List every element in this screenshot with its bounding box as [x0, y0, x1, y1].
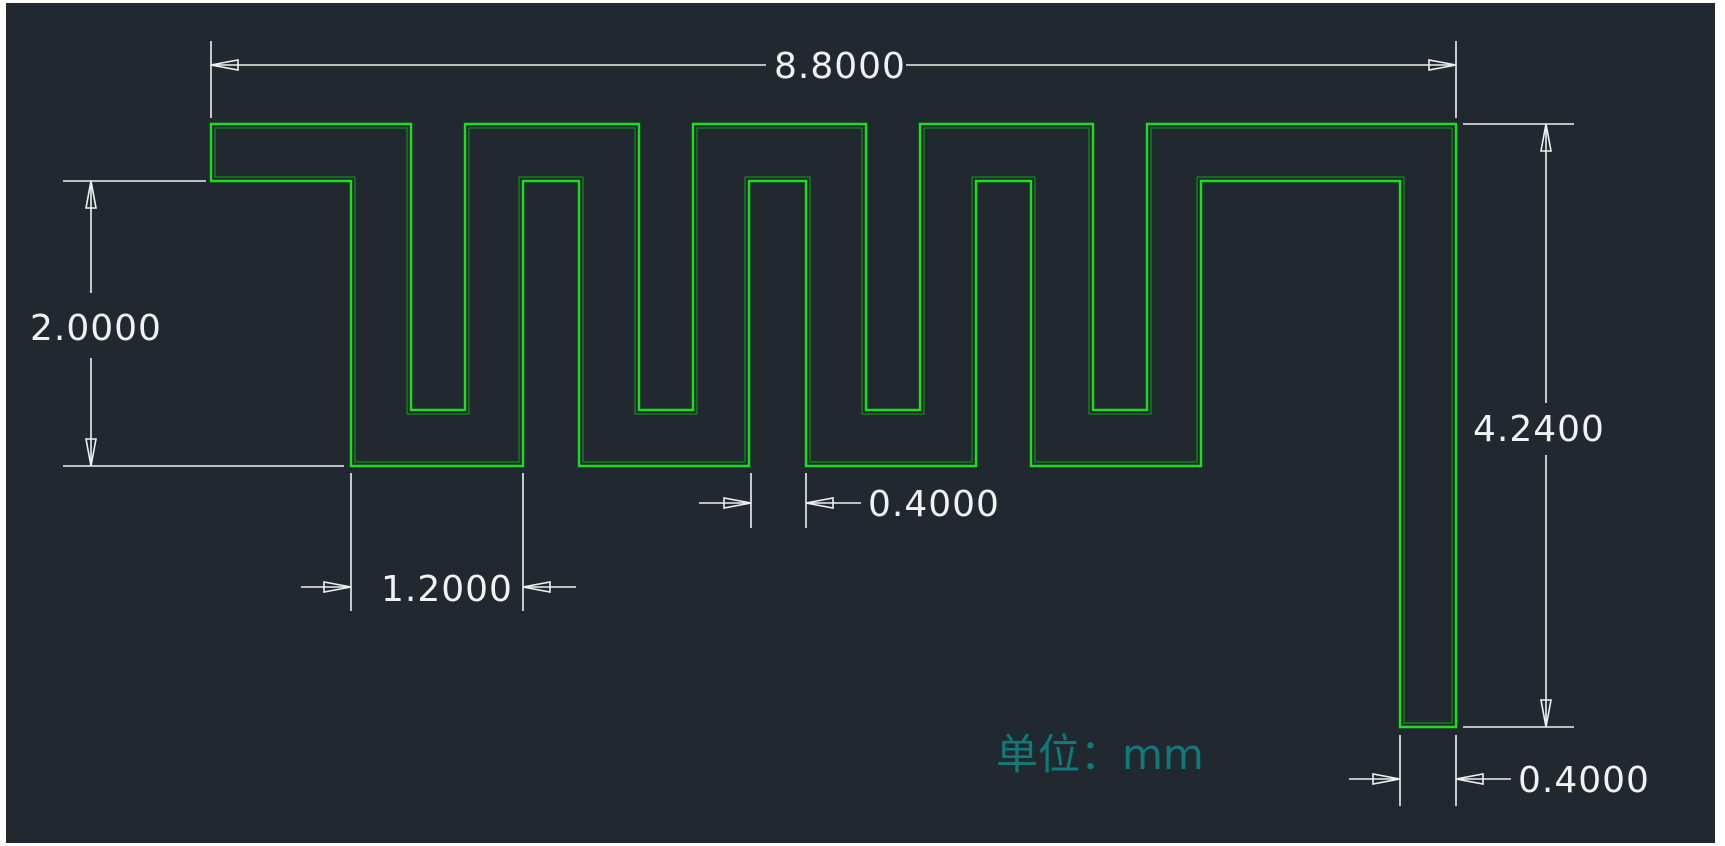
- dimension-feed-height: 2.0000: [30, 180, 344, 467]
- gap-width-label: 0.4000: [868, 484, 1000, 525]
- trace-width-label: 0.4000: [1518, 760, 1650, 801]
- cad-canvas: 8.8000 2.0000 4.2400 1.2000: [6, 3, 1715, 843]
- meander-pitch-label: 1.2000: [381, 569, 513, 610]
- dimension-gap-width: 0.4000: [699, 473, 1000, 528]
- dimension-meander-pitch: 1.2000: [301, 473, 576, 611]
- unit-label: 单位：mm: [996, 730, 1204, 779]
- antenna-trace-outline: [209, 122, 1458, 729]
- total-width-label: 8.8000: [774, 46, 906, 87]
- antenna-drawing: 8.8000 2.0000 4.2400 1.2000: [30, 41, 1650, 806]
- dimension-trace-width: 0.4000: [1349, 735, 1650, 806]
- antenna-trace-inner: [214, 127, 1453, 724]
- dimension-total-width: 8.8000: [210, 41, 1457, 118]
- dimension-total-height: 4.2400: [1463, 123, 1605, 728]
- total-height-label: 4.2400: [1473, 409, 1605, 450]
- feed-height-label: 2.0000: [30, 308, 162, 349]
